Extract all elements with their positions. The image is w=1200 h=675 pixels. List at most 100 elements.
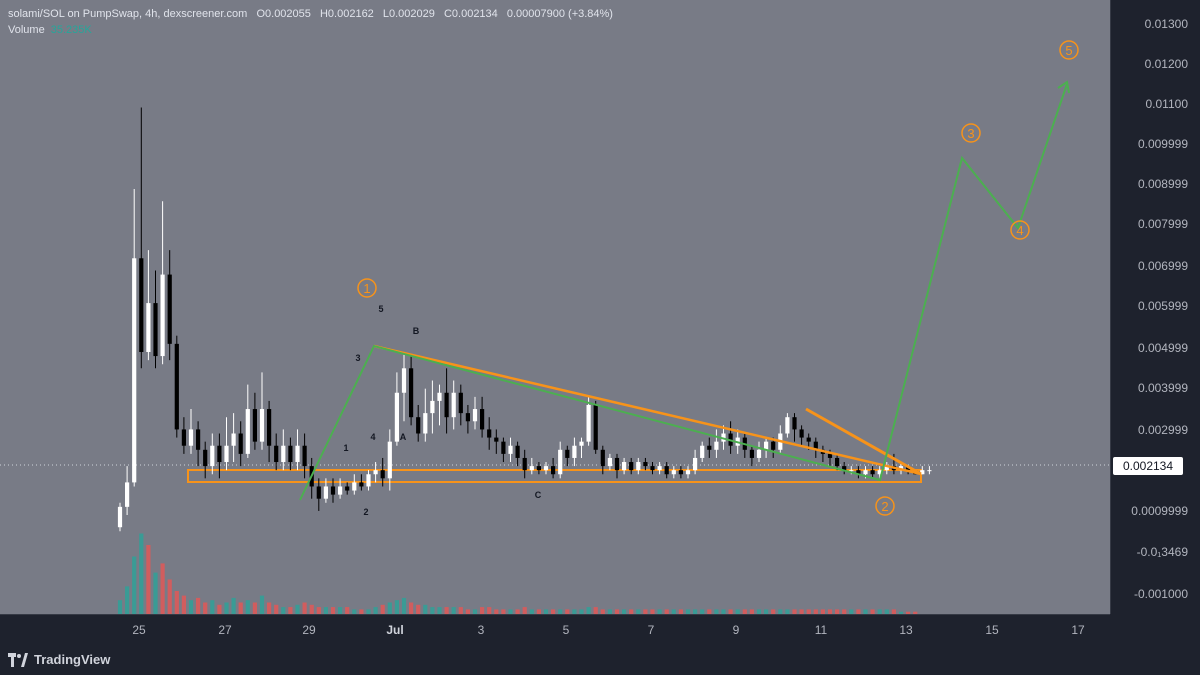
volume-bar <box>174 591 179 614</box>
candle-body <box>835 457 840 467</box>
volume-bar <box>472 609 478 614</box>
wave-circle-4 <box>1010 220 1030 240</box>
candle-body <box>614 457 620 471</box>
time-tick-label: Jul <box>386 623 404 637</box>
elliott-wave-arrow <box>1057 80 1070 94</box>
volume-bar <box>678 609 683 614</box>
volume-bar <box>891 609 896 614</box>
volume-bar <box>380 604 385 614</box>
candle-body <box>579 441 584 446</box>
candle-body <box>877 470 882 475</box>
wave-circle-label-3: 3 <box>967 126 974 141</box>
volume-bar <box>721 609 726 614</box>
volume-bar <box>685 609 691 614</box>
volume-bar <box>309 604 314 614</box>
candle-body <box>451 392 456 418</box>
volume-bar <box>359 609 364 614</box>
chart-svg[interactable]: 1 2 3 4 5 5 3 B 1 4 A 2 C <box>0 0 1110 614</box>
price-tick-label: 0.006999 <box>1137 259 1188 273</box>
price-tick-label: 0.009999 <box>1137 137 1188 151</box>
candle-body <box>827 453 833 458</box>
volume-bar <box>643 609 648 614</box>
time-tick-label: 7 <box>647 623 655 637</box>
tradingview-logo-text: TradingView <box>34 652 111 667</box>
volume-bar <box>593 607 598 614</box>
candle-body <box>501 441 506 454</box>
volume-bar <box>181 595 186 614</box>
wave-circle-label-5: 5 <box>1065 43 1072 58</box>
volume-bar <box>870 609 875 614</box>
candle-body <box>622 462 627 471</box>
volume-bar <box>423 604 428 614</box>
volume-bar <box>778 609 783 614</box>
volume-bar <box>196 597 201 614</box>
volume-bar <box>898 611 904 614</box>
candle-body <box>650 466 655 471</box>
legend-low-label: L <box>382 8 389 20</box>
tradingview-logo[interactable]: TradingView <box>8 652 110 667</box>
price-axis[interactable]: 0.01300 0.01200 0.01100 0.009999 0.008999 0.0… <box>1110 0 1200 614</box>
volume-bar <box>735 609 740 614</box>
volume-bar <box>231 597 236 614</box>
volume-bar <box>444 607 449 614</box>
legend-symbol[interactable]: solami/SOL on PumpSwap, 4h, dexscreener.… <box>8 8 248 20</box>
volume-bar <box>614 609 620 614</box>
volume-bar <box>203 602 208 614</box>
time-tick-label: 13 <box>899 623 913 637</box>
volume-bar <box>167 579 172 614</box>
time-tick-label: 9 <box>732 623 740 637</box>
volume-bar <box>267 602 272 614</box>
volume-bar <box>827 609 833 614</box>
time-tick-label: 5 <box>562 623 570 637</box>
legend-change: 0.00007900 (+3.84%) <box>506 8 613 20</box>
volume-bar <box>771 609 776 614</box>
candle-body <box>863 470 868 475</box>
wave-small-label: 2 <box>363 507 368 517</box>
wave-circle-3 <box>961 123 981 143</box>
candle-body <box>196 429 201 450</box>
volume-bar <box>813 609 818 614</box>
volume-bar <box>132 556 137 614</box>
candle-body <box>316 486 321 499</box>
candle-body <box>401 368 407 393</box>
price-tick-label: 0.0009999 <box>1131 504 1188 518</box>
volume-bar <box>607 609 612 614</box>
candle-body <box>409 368 414 418</box>
candle-body <box>586 404 591 442</box>
candle-body <box>792 417 797 430</box>
candle-body <box>444 392 449 418</box>
candle-body <box>685 470 691 475</box>
price-tick-label: 0.003999 <box>1137 381 1188 395</box>
price-tick-label: 0.007999 <box>1137 217 1188 231</box>
price-tick-label: -0.0₁3469 <box>1136 545 1188 559</box>
candle-body <box>508 445 513 454</box>
time-tick-label: 11 <box>814 623 828 637</box>
candle-body <box>153 303 158 357</box>
legend-high-value: 0.002162 <box>327 8 374 20</box>
chart-plot-area[interactable]: 1 2 3 4 5 5 3 B 1 4 A 2 C solami/SOL on PumpSwap, 4h… <box>0 0 1110 614</box>
legend-volume-label[interactable]: Volume <box>8 24 45 36</box>
candle-body <box>323 486 328 499</box>
candle-body <box>302 445 307 467</box>
volume-bar <box>487 607 492 614</box>
candle-body <box>188 429 194 446</box>
time-axis[interactable]: 25 27 29 Jul 3 5 7 9 11 13 15 17 <box>0 614 1110 644</box>
volume-bar <box>139 533 144 614</box>
volume-bar <box>600 609 605 614</box>
candle-body <box>174 343 179 430</box>
volume-bar <box>224 602 229 614</box>
wave-small-label: 5 <box>378 304 383 314</box>
candle-body <box>458 392 463 414</box>
volume-bar <box>806 609 811 614</box>
volume-bar <box>700 609 705 614</box>
volume-bar <box>494 609 499 614</box>
candle-body <box>224 445 229 463</box>
volume-bar <box>856 609 861 614</box>
footer: TradingView <box>0 644 1200 675</box>
volume-bar <box>650 609 655 614</box>
candle-body <box>536 466 541 471</box>
legend-volume-row: Volume 35.235K <box>8 22 613 38</box>
price-tick-label: 0.004999 <box>1137 341 1188 355</box>
volume-bar <box>430 607 435 614</box>
